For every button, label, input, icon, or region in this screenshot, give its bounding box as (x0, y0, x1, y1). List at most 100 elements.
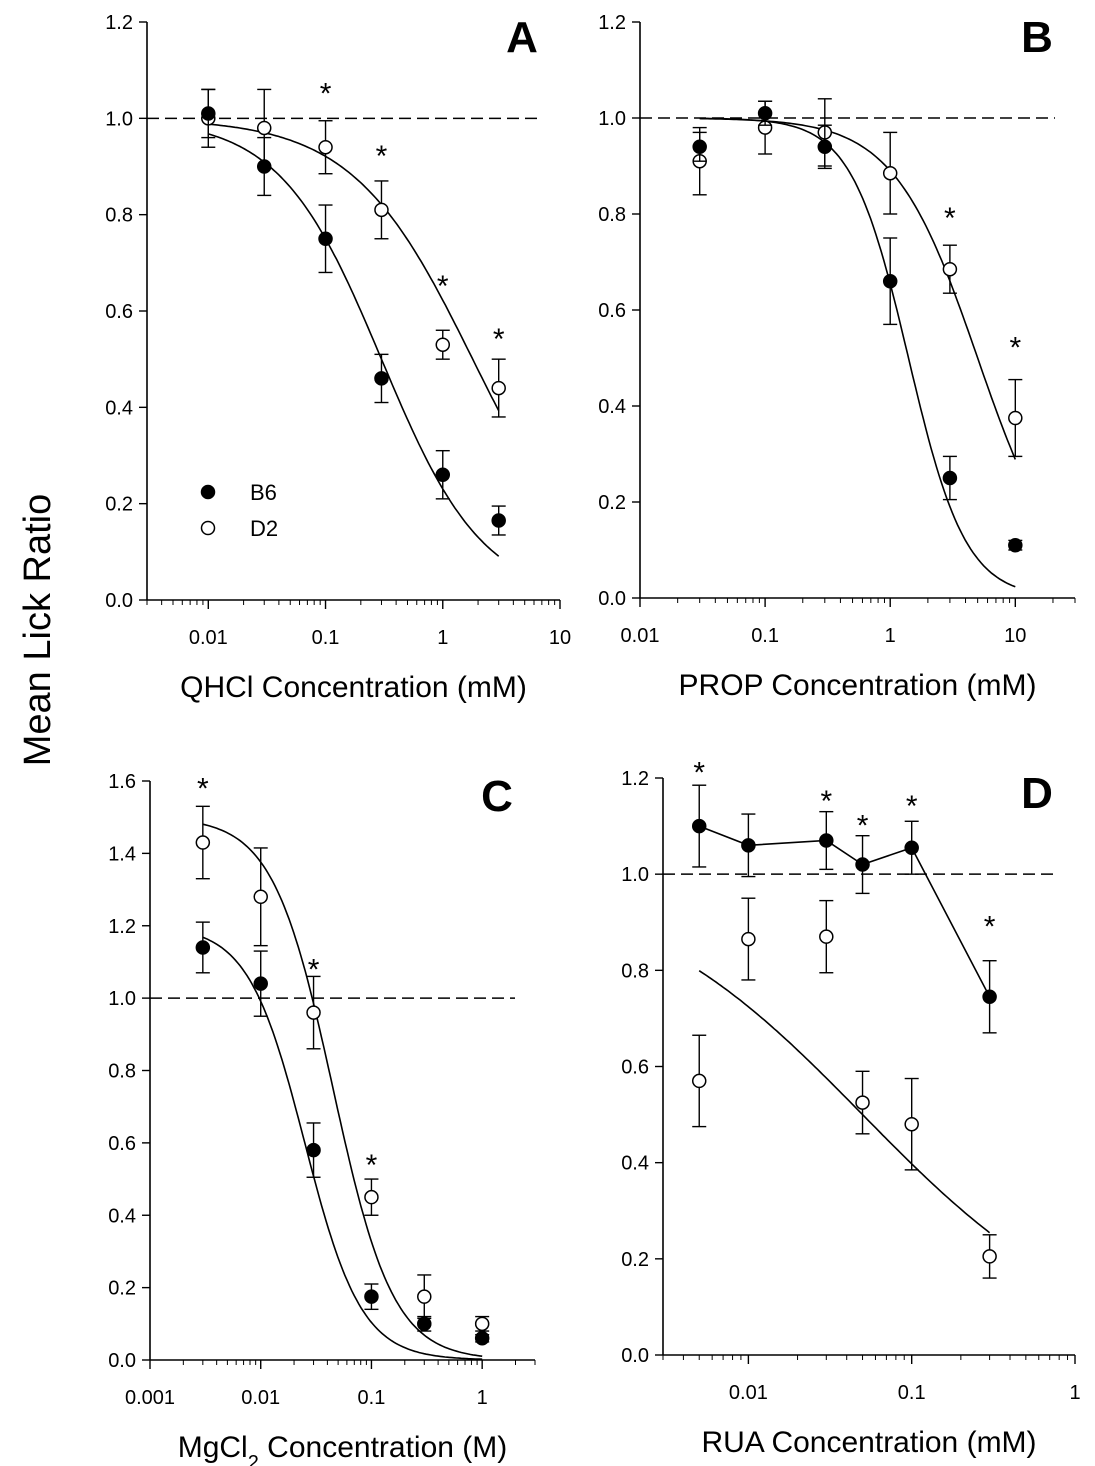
data-point-d2 (819, 929, 834, 944)
data-point-d2 (982, 1249, 997, 1264)
data-point-d2 (318, 139, 333, 155)
legend-label-b6: B6 (250, 480, 277, 505)
fit-curve-d2 (208, 123, 500, 411)
fit-curve-b6 (202, 936, 483, 1360)
legend-label-d2: D2 (250, 516, 278, 541)
y-tick-label: 1.2 (621, 768, 649, 790)
y-tick-label: 0.8 (108, 1061, 136, 1083)
data-point-d2 (691, 1073, 707, 1089)
y-tick-label: 0.2 (108, 1278, 136, 1300)
x-tick-label: 0.01 (729, 1382, 768, 1404)
y-tick-label: 1.0 (598, 108, 626, 130)
y-tick-label: 0.6 (621, 1057, 649, 1079)
legend-marker-d2 (200, 520, 216, 536)
data-point-d2 (1008, 410, 1023, 426)
panel-D: 0.0 0.2 0.4 0.6 0.8 1.0 1.2 0.01 0.1 1 RUA Concent… (621, 756, 1080, 1459)
x-tick-label: 0.1 (751, 625, 779, 647)
panel-letter: C (481, 772, 513, 821)
data-point-b6 (904, 840, 919, 855)
y-tick-label: 0.6 (105, 301, 133, 323)
data-point-b6 (1008, 537, 1023, 553)
x-tick-label: 0.001 (125, 1387, 175, 1409)
x-tick-label: 1 (437, 627, 448, 649)
significance-marker: * (944, 202, 956, 235)
panel-letter: A (506, 13, 538, 62)
data-point-b6 (201, 106, 216, 121)
y-tick-label: 1.2 (108, 916, 136, 938)
y-tick-label: 0.4 (621, 1153, 649, 1175)
y-tick-label: 0.2 (598, 492, 626, 514)
x-axis-title-text: RUA Concentration (mM) (701, 1426, 1036, 1459)
y-tick-label: 0.0 (105, 590, 133, 612)
y-tick-label: 0.8 (598, 204, 626, 226)
x-tick-label: 1 (885, 625, 896, 647)
x-axis-title-text: MgCl (178, 1431, 248, 1464)
x-axis-title: MgCl2 Concentration (M) (178, 1431, 508, 1466)
significance-marker: * (320, 77, 332, 110)
panel-A: 0.0 0.2 0.4 0.6 0.8 1.0 1.2 0.01 0.1 1 10 QHCl Conc… (105, 12, 571, 704)
x-axis-title-text: QHCl Concentration (mM) (180, 671, 527, 704)
x-axis-title-subscript: 2 (248, 1452, 259, 1466)
x-tick-label: 0.1 (358, 1387, 386, 1409)
data-point-b6 (757, 105, 773, 121)
data-point-d2 (417, 1289, 432, 1304)
x-axis-title-suffix: Concentration (M) (259, 1431, 507, 1464)
data-point-b6 (318, 231, 333, 246)
x-tick-label: 0.01 (621, 625, 660, 647)
panel-C: 0.0 0.2 0.4 0.6 0.8 1.0 1.2 1.4 1.6 0.001 0.01 0.1 1… (108, 771, 536, 1466)
y-tick-label: 1.4 (108, 843, 136, 865)
data-point-b6 (374, 371, 389, 386)
data-point-d2 (306, 1005, 321, 1020)
y-tick-label: 1.0 (108, 988, 136, 1010)
data-point-d2 (435, 337, 451, 352)
data-point-b6 (692, 139, 707, 155)
fit-curve-d2 (699, 117, 1017, 460)
y-tick-label: 0.4 (108, 1205, 136, 1227)
panel-letter: B (1021, 13, 1053, 62)
y-tick-label: 1.6 (108, 771, 136, 793)
x-axis-title: QHCl Concentration (mM) (180, 671, 527, 704)
x-axis-title: PROP Concentration (mM) (679, 669, 1037, 702)
significance-marker: * (984, 910, 996, 943)
y-tick-label: 0.2 (105, 494, 133, 516)
data-point-b6 (882, 273, 898, 289)
data-point-b6 (982, 989, 997, 1005)
y-tick-label: 0.6 (598, 300, 626, 322)
y-tick-label: 1.0 (105, 108, 133, 130)
significance-marker: * (437, 270, 449, 303)
significance-marker: * (857, 809, 869, 842)
data-point-d2 (253, 889, 268, 905)
data-point-b6 (306, 1142, 321, 1158)
data-point-d2 (195, 835, 211, 850)
significance-marker: * (376, 140, 388, 173)
y-tick-label: 1.0 (621, 864, 649, 886)
panel-letter: D (1021, 769, 1053, 818)
data-point-b6 (474, 1331, 490, 1346)
significance-marker: * (906, 790, 918, 823)
data-point-d2 (374, 202, 389, 218)
data-point-d2 (855, 1095, 870, 1110)
x-tick-label: 1 (477, 1387, 488, 1409)
panel-B: 0.0 0.2 0.4 0.6 0.8 1.0 1.2 0.01 0.1 1 10 PROP Conc… (598, 12, 1076, 702)
y-tick-label: 0.0 (621, 1345, 649, 1367)
x-tick-label: 0.01 (241, 1387, 280, 1409)
significance-marker: * (197, 773, 209, 806)
fit-curve-d2 (202, 823, 483, 1357)
y-axis-title: Mean Lick Ratio (17, 494, 59, 766)
x-tick-label: 1 (1069, 1382, 1080, 1404)
x-tick-label: 0.1 (898, 1382, 926, 1404)
x-axis-title-text: PROP Concentration (mM) (679, 669, 1037, 702)
legend-marker-b6 (200, 484, 216, 500)
significance-marker: * (493, 323, 505, 356)
data-point-d2 (256, 120, 272, 136)
significance-marker: * (820, 785, 832, 818)
x-tick-label: 0.01 (189, 627, 228, 649)
data-point-b6 (417, 1316, 432, 1332)
data-point-b6 (817, 139, 833, 155)
data-point-d2 (741, 931, 756, 947)
fit-curve-d2 (698, 970, 991, 1234)
data-point-d2 (364, 1189, 379, 1205)
significance-marker: * (693, 756, 705, 789)
x-axis-title: RUA Concentration (mM) (701, 1426, 1036, 1459)
data-point-b6 (691, 818, 707, 834)
